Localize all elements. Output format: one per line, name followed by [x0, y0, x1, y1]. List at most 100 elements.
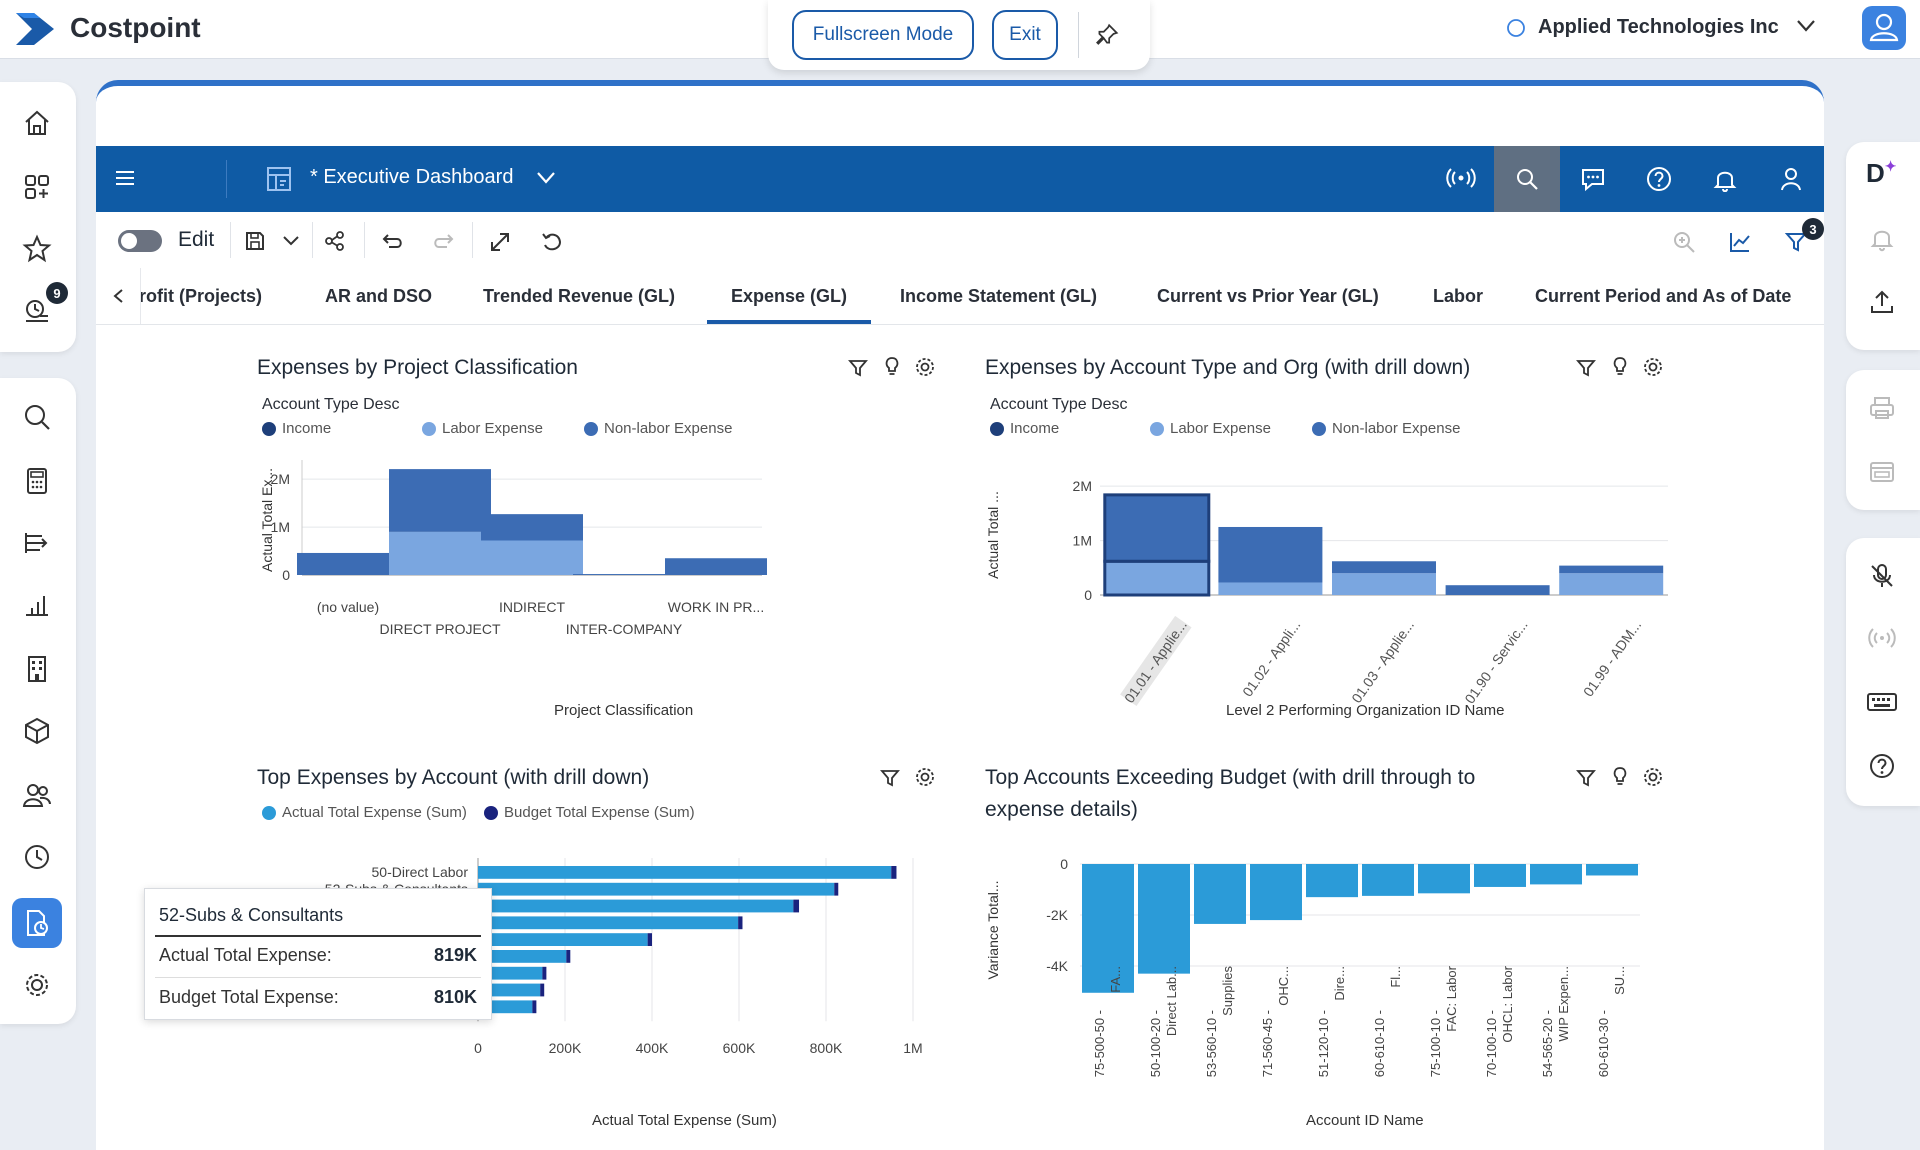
legend-item-labor[interactable]: Labor Expense [1150, 420, 1271, 437]
chevron-down-icon[interactable] [536, 170, 556, 186]
dashboard-icon [267, 167, 291, 191]
tab-ar-dso[interactable]: AR and DSO [325, 286, 433, 306]
chart-filter-icon[interactable] [1576, 768, 1596, 788]
legend-item-nonlabor[interactable]: Non-labor Expense [1312, 420, 1460, 437]
bar-segment [1559, 565, 1664, 574]
layout-icon[interactable] [1868, 458, 1896, 491]
company-selector[interactable]: Applied Technologies Inc [1538, 16, 1779, 38]
dashboard-title[interactable]: * Executive Dashboard [310, 166, 514, 188]
chart-settings-icon[interactable] [1642, 766, 1664, 788]
chart-settings-icon[interactable] [1642, 356, 1664, 378]
x-tick-label: Fl... [1388, 966, 1403, 988]
edit-toggle[interactable] [118, 230, 162, 252]
save-icon[interactable] [244, 230, 266, 252]
chevron-down-icon[interactable] [282, 234, 300, 248]
flow-icon[interactable] [16, 522, 58, 564]
tab-trended-revenue[interactable]: Trended Revenue (GL) [483, 286, 676, 306]
legend-item-nonlabor[interactable]: Non-labor Expense [584, 420, 732, 437]
x-tick-label: OHCL: Labor [1500, 965, 1515, 1042]
legend-item-actual[interactable]: Actual Total Expense (Sum) [262, 804, 467, 821]
calculator-icon[interactable] [16, 460, 58, 502]
payroll-icon[interactable] [16, 584, 58, 626]
user-profile-button[interactable] [1862, 6, 1906, 50]
chart-filter-icon[interactable] [848, 358, 868, 378]
bar-budget [542, 966, 547, 980]
y-tick-label: 2M [1073, 478, 1092, 494]
chevron-down-icon[interactable] [1796, 18, 1816, 34]
processes-icon[interactable] [16, 290, 58, 332]
legend-item-income[interactable]: Income [262, 420, 331, 437]
print-icon[interactable] [1868, 394, 1896, 427]
tab-labor[interactable]: Labor [1433, 286, 1484, 306]
apps-add-icon[interactable] [16, 166, 58, 208]
help-icon[interactable] [1868, 752, 1896, 785]
x-tick-label: OHC... [1276, 966, 1291, 1006]
building-icon[interactable] [16, 648, 58, 690]
bar-segment [1559, 573, 1664, 595]
home-icon[interactable] [16, 102, 58, 144]
filter-count-badge: 3 [1802, 218, 1824, 240]
tab-current-period[interactable]: Current Period and As of Date [1535, 286, 1792, 306]
tab-current-vs-prior[interactable]: Current vs Prior Year (GL) [1157, 286, 1379, 306]
legend-dot [1150, 421, 1164, 436]
chat-icon[interactable] [1580, 166, 1606, 192]
bell-icon[interactable] [1868, 224, 1896, 257]
live-broadcast-icon[interactable] [1446, 166, 1476, 190]
reset-icon[interactable] [540, 230, 564, 254]
selected-label-highlight [1120, 615, 1192, 706]
insight-bulb-icon[interactable] [882, 356, 902, 378]
x-tick-label: FAC: Labor [1444, 965, 1459, 1031]
x-tick-label: 01.03 - Applie... [1348, 617, 1417, 706]
tab-income-statement[interactable]: Income Statement (GL) [900, 286, 1098, 306]
x-tick-label: DIRECT PROJECT [379, 621, 501, 637]
legend-item-income[interactable]: Income [990, 420, 1059, 437]
divider [226, 160, 227, 198]
legend-item-labor[interactable]: Labor Expense [422, 420, 543, 437]
notification-count-badge: 9 [46, 282, 68, 304]
insight-bulb-icon[interactable] [1610, 766, 1630, 788]
bell-icon[interactable] [1712, 166, 1738, 192]
time-clock-icon[interactable] [16, 836, 58, 878]
search-icon[interactable] [16, 396, 58, 438]
user-icon[interactable] [1778, 166, 1804, 192]
analytics-report-icon[interactable] [12, 898, 62, 948]
share-icon[interactable] [324, 230, 346, 252]
legend-item-budget[interactable]: Budget Total Expense (Sum) [484, 804, 695, 821]
tab-expense-gl[interactable]: Expense (GL) [731, 286, 848, 306]
bar-actual [478, 882, 835, 896]
zoom-in-icon[interactable] [1672, 230, 1696, 254]
insight-bulb-icon[interactable] [1610, 356, 1630, 378]
people-icon[interactable] [16, 774, 58, 816]
materials-box-icon[interactable] [16, 710, 58, 752]
upload-icon[interactable] [1868, 288, 1896, 321]
chart-settings-icon[interactable] [914, 766, 936, 788]
favorites-star-icon[interactable] [16, 228, 58, 270]
tab-profit-projects[interactable]: Profit (Projects) [141, 286, 263, 306]
hamburger-menu-icon[interactable] [114, 168, 136, 188]
undo-icon[interactable] [380, 230, 404, 252]
settings-gear-icon[interactable] [16, 964, 58, 1006]
x-tick-label: (no value) [317, 599, 379, 615]
chart-4-plot: 0 -2K -4K Variance Total... 75-500-50 - FA...… [985, 856, 1640, 1077]
tabs-scroll-left[interactable] [96, 268, 141, 324]
x-tick-label: 70-100-10 - [1484, 1010, 1499, 1077]
fullscreen-mode-button[interactable]: Fullscreen Mode [792, 10, 974, 60]
microphone-muted-icon[interactable] [1868, 562, 1896, 595]
pin-icon[interactable] [1094, 22, 1120, 48]
chart-filter-icon[interactable] [1576, 358, 1596, 378]
chart-filter-icon[interactable] [880, 768, 900, 788]
bar-segment [1103, 559, 1211, 597]
legend-dot [584, 421, 598, 436]
expand-icon[interactable] [488, 230, 512, 254]
keyboard-icon[interactable] [1866, 688, 1898, 721]
bar-actual [478, 983, 541, 997]
chart-settings-icon[interactable] [914, 356, 936, 378]
digital-assistant-icon[interactable]: D✦ [1866, 158, 1897, 188]
app-title[interactable]: Costpoint [70, 12, 201, 43]
search-button[interactable] [1494, 146, 1560, 212]
trend-chart-icon[interactable] [1728, 230, 1752, 254]
exit-button[interactable]: Exit [992, 10, 1058, 60]
broadcast-icon[interactable] [1868, 624, 1896, 657]
redo-icon[interactable] [432, 230, 456, 252]
help-icon[interactable] [1646, 166, 1672, 192]
